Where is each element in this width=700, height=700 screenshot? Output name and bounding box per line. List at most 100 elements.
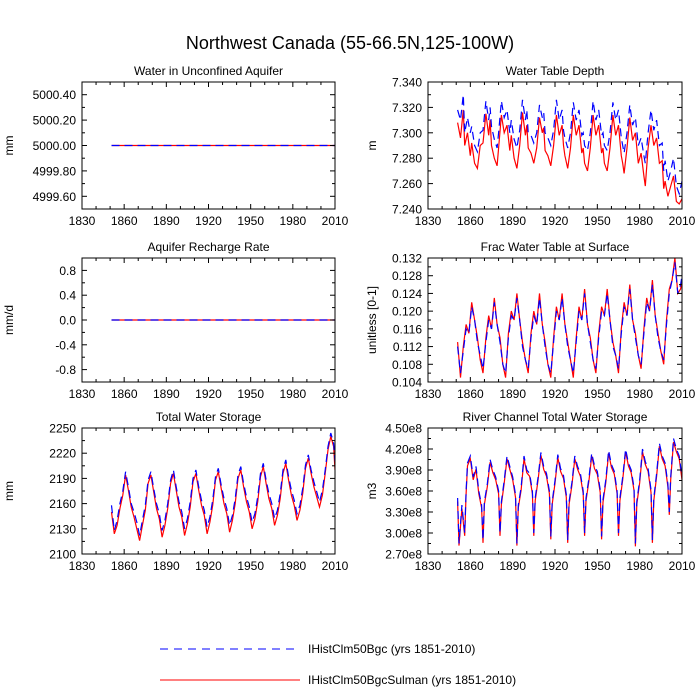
- y-tick-label: 0.108: [392, 358, 422, 372]
- legend: IHistClm50Bgc (yrs 1851-2010) IHistClm50…: [160, 630, 580, 690]
- y-tick-label: 0.0: [59, 314, 76, 328]
- x-tick-label: 1860: [111, 387, 138, 401]
- panel-aquifer-recharge-rate: Aquifer Recharge Rate 1830 1860 1890 1920 195…: [2, 240, 349, 401]
- x-tick-label: 2010: [322, 214, 349, 228]
- x-tick-label: 1860: [457, 559, 484, 573]
- x-tick-label: 1890: [153, 559, 180, 573]
- y-axis-label: mm/d: [2, 305, 16, 335]
- x-tick-label: 1980: [279, 559, 306, 573]
- x-tick-label: 1830: [69, 387, 96, 401]
- x-tick-label: 1830: [69, 214, 96, 228]
- panel-title: Water in Unconfined Aquifer: [134, 64, 283, 78]
- x-tick-label: 1980: [626, 214, 653, 228]
- series-line-ihistclm50bgcsulman: [457, 109, 682, 205]
- x-tick-label: 1980: [279, 387, 306, 401]
- series-line-ihistclm50bgc: [110, 432, 335, 536]
- y-axis-label: m: [365, 141, 379, 151]
- legend-label-ihistclm50bgcsulman: IHistClm50BgcSulman (yrs 1851-2010): [308, 673, 516, 687]
- y-axis-label: mm: [2, 481, 16, 501]
- series-line-ihistclm50bgcsulman: [457, 258, 682, 378]
- y-tick-label: 7.280: [392, 152, 422, 166]
- y-tick-label: 4.20e8: [385, 443, 422, 457]
- x-tick-label: 2010: [669, 214, 696, 228]
- x-tick-label: 1890: [153, 387, 180, 401]
- y-tick-label: 2130: [49, 522, 76, 536]
- panel-title: Total Water Storage: [156, 410, 262, 424]
- y-tick-label: 5000.40: [33, 88, 77, 102]
- x-tick-label: 2010: [669, 387, 696, 401]
- x-tick-label: 1860: [457, 214, 484, 228]
- y-tick-label: 0.8: [59, 264, 76, 278]
- x-tick-label: 1920: [195, 559, 222, 573]
- y-tick-label: 2160: [49, 497, 76, 511]
- legend-label-ihistclm50bgc: IHistClm50Bgc (yrs 1851-2010): [308, 642, 475, 656]
- panel-total-water-storage: Total Water Storage 1830 1860 1890 1920 1950 1…: [2, 410, 349, 573]
- panel-water-in-unconfined-aquifer: Water in Unconfined Aquifer 1830 1860 1890 1…: [2, 64, 349, 228]
- y-tick-label: 0.132: [392, 252, 422, 266]
- y-tick-label: 3.30e8: [385, 506, 422, 520]
- y-tick-label: 0.124: [392, 287, 422, 301]
- y-tick-label: 2100: [49, 548, 76, 562]
- y-tick-label: 0.120: [392, 305, 422, 319]
- y-tick-label: 0.104: [392, 376, 422, 390]
- panel-water-table-depth: Water Table Depth 1830 1860 1890 1920 1950 198…: [365, 64, 696, 228]
- x-tick-label: 1950: [584, 387, 611, 401]
- x-tick-label: 1890: [499, 214, 526, 228]
- x-tick-label: 1860: [111, 214, 138, 228]
- series-line-ihistclm50bgc: [457, 94, 682, 196]
- x-tick-label: 1890: [153, 214, 180, 228]
- x-tick-label: 1830: [415, 387, 442, 401]
- y-tick-label: 4.50e8: [385, 422, 422, 436]
- panel-title: Frac Water Table at Surface: [481, 240, 630, 254]
- y-tick-label: -0.4: [55, 338, 76, 352]
- y-tick-label: 7.260: [392, 177, 422, 191]
- panel-title: Aquifer Recharge Rate: [147, 240, 269, 254]
- y-tick-label: 7.300: [392, 126, 422, 140]
- x-tick-label: 1980: [626, 387, 653, 401]
- series-line-ihistclm50bgcsulman: [110, 436, 335, 541]
- y-tick-label: 0.112: [393, 340, 422, 354]
- x-tick-label: 1860: [457, 387, 484, 401]
- x-tick-label: 1830: [69, 559, 96, 573]
- plot-frame: [81, 427, 336, 555]
- x-tick-label: 1920: [542, 214, 569, 228]
- series-line-ihistclm50bgc: [457, 262, 682, 374]
- y-tick-label: 2190: [49, 472, 76, 486]
- y-tick-label: 4999.60: [33, 190, 77, 204]
- y-axis-label: mm: [2, 136, 16, 156]
- y-tick-label: 0.128: [392, 269, 422, 283]
- x-tick-label: 1950: [584, 214, 611, 228]
- x-tick-label: 1980: [626, 559, 653, 573]
- x-tick-label: 1950: [237, 559, 264, 573]
- x-tick-label: 1920: [195, 387, 222, 401]
- y-tick-label: 5000.00: [33, 139, 77, 153]
- x-tick-label: 2010: [322, 559, 349, 573]
- y-tick-label: 3.60e8: [385, 485, 422, 499]
- x-tick-label: 1920: [195, 214, 222, 228]
- x-tick-label: 1950: [237, 387, 264, 401]
- y-tick-label: 2220: [49, 447, 76, 461]
- panel-title: Water Table Depth: [506, 64, 605, 78]
- y-tick-label: 3.90e8: [385, 464, 422, 478]
- panel-frac-water-table-at-surface: Frac Water Table at Surface 1830 1860 1890 1…: [365, 240, 696, 401]
- panel-river-channel-total-water-storage: River Channel Total Water Storage 1830 186…: [365, 410, 696, 573]
- y-tick-label: 5000.20: [33, 114, 77, 128]
- series-line-ihistclm50bgc: [457, 438, 682, 544]
- x-tick-label: 1950: [584, 559, 611, 573]
- x-tick-label: 1950: [237, 214, 264, 228]
- y-tick-label: -0.8: [55, 363, 76, 377]
- x-tick-label: 1860: [111, 559, 138, 573]
- x-tick-label: 1830: [415, 214, 442, 228]
- y-axis-label: unitless [0-1]: [365, 286, 379, 354]
- y-tick-label: 7.240: [392, 203, 422, 217]
- y-tick-label: 2250: [49, 422, 76, 436]
- y-tick-label: 0.116: [393, 322, 422, 336]
- figure-title: Northwest Canada (55-66.5N,125-100W): [186, 33, 514, 53]
- y-tick-label: 0.4: [59, 289, 76, 303]
- x-tick-label: 1890: [499, 387, 526, 401]
- x-tick-label: 1920: [542, 559, 569, 573]
- x-tick-label: 1920: [542, 387, 569, 401]
- y-tick-label: 2.70e8: [385, 548, 422, 562]
- y-tick-label: 7.340: [392, 76, 422, 90]
